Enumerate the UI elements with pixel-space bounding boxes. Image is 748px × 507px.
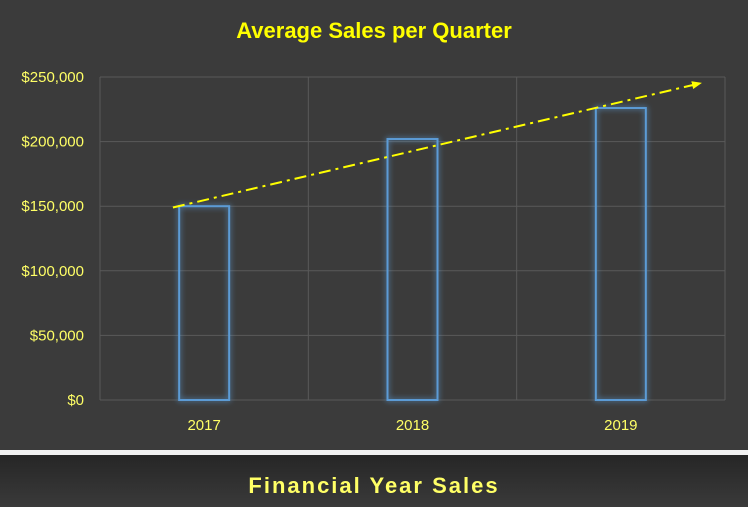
x-tick-label: 2019 [604,417,637,434]
trendline [172,81,702,209]
footer-divider [0,450,748,455]
bar-2017 [178,205,231,401]
y-tick-label: $50,000 [30,327,84,344]
y-tick-label: $150,000 [21,198,84,215]
y-tick-label: $200,000 [21,134,84,151]
chart-title: Average Sales per Quarter [236,18,512,43]
x-tick-label: 2018 [396,417,429,434]
x-tick-label: 2017 [187,417,220,434]
chart-area: Average Sales per Quarter [0,0,748,450]
y-tick-label: $100,000 [21,263,84,280]
chart-plot: $0 $50,000 $100,000 $150,000 $200,000 $250,00… [21,69,726,434]
y-tick-label: $0 [67,392,84,409]
bar-2019 [594,107,647,402]
footer-title: Financial Year Sales [248,473,500,498]
bar-2018 [386,138,439,402]
y-tick-label: $250,000 [21,69,84,86]
footer-banner: Financial Year Sales [0,455,748,507]
